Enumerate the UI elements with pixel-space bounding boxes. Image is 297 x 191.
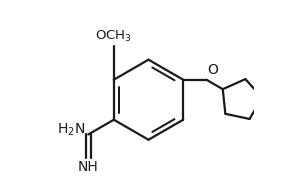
Text: OCH$_3$: OCH$_3$ — [95, 29, 132, 44]
Text: H$_2$N: H$_2$N — [57, 122, 85, 138]
Text: O: O — [207, 63, 218, 77]
Text: NH: NH — [78, 160, 99, 174]
